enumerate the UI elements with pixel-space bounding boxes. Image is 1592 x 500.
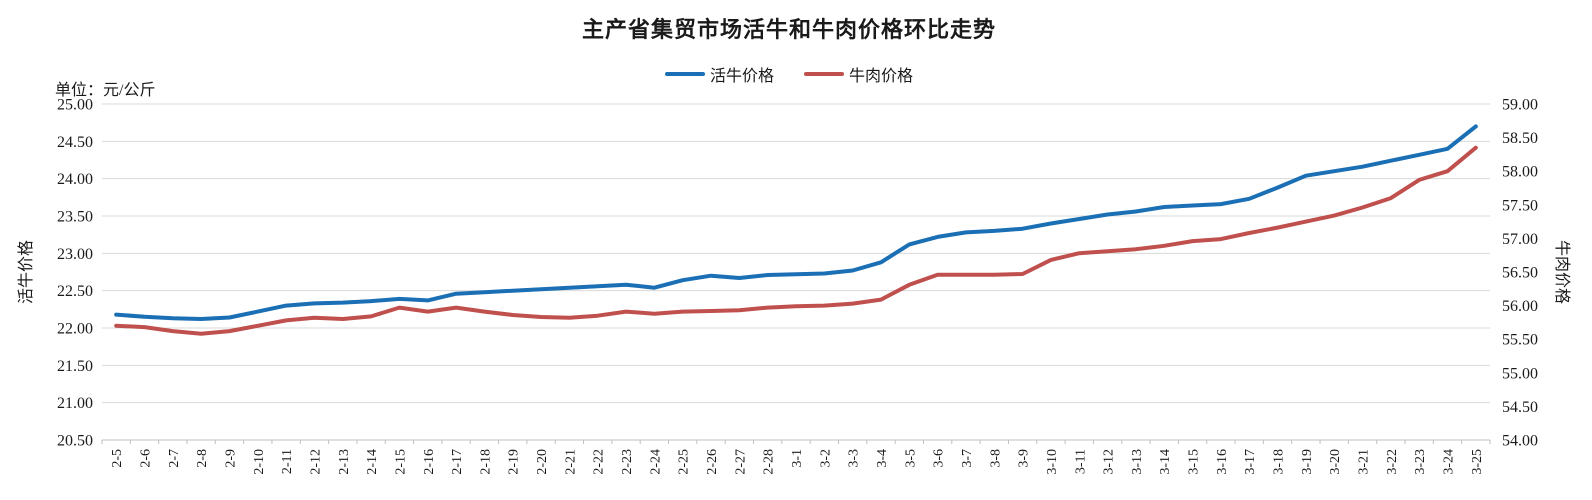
x-axis-category-label: 2-17 [450, 449, 465, 475]
left-axis-tick-label: 22.00 [57, 321, 93, 338]
right-axis-tick-label: 54.00 [1502, 433, 1538, 450]
right-axis-tick-label: 56.00 [1502, 298, 1538, 315]
x-axis-category-label: 3-9 [1017, 449, 1032, 468]
x-axis-category-label: 2-19 [507, 449, 522, 475]
legend-item-beef: 牛肉价格 [804, 62, 913, 86]
x-axis-category-label: 3-10 [1045, 449, 1060, 475]
right-axis-tick-label: 57.50 [1502, 197, 1538, 214]
right-axis-tick-label: 55.50 [1502, 332, 1538, 349]
x-axis-category-label: 3-25 [1470, 449, 1485, 475]
x-axis-category-label: 3-14 [1158, 449, 1173, 475]
legend-item-live-cattle: 活牛价格 [664, 62, 774, 86]
left-axis-title: 活牛价格 [17, 240, 35, 304]
left-axis-tick-label: 21.50 [57, 358, 93, 375]
left-axis-tick-label: 25.00 [57, 97, 93, 114]
x-axis-category-label: 3-7 [960, 449, 975, 468]
x-axis-category-label: 2-27 [733, 449, 748, 475]
chart-legend: 活牛价格 牛肉价格 [0, 62, 1578, 86]
x-axis-category-label: 3-3 [847, 449, 862, 468]
x-axis-category-label: 2-12 [308, 449, 323, 475]
x-axis-category-label: 3-2 [818, 449, 833, 468]
right-axis-tick-label: 55.00 [1502, 365, 1538, 382]
series-line-beef [114, 145, 1478, 336]
legend-label-beef: 牛肉价格 [849, 68, 914, 85]
x-axis-category-label: 3-19 [1300, 449, 1315, 475]
x-axis-category-label: 2-28 [762, 449, 777, 475]
left-axis-tick-label: 20.50 [57, 433, 93, 450]
legend-line-red-icon [804, 72, 844, 76]
chart-title: 主产省集贸市场活牛和牛肉价格环比走势 [581, 17, 996, 42]
x-axis-category-label: 2-15 [393, 449, 408, 475]
x-axis-category-label: 2-26 [705, 449, 720, 475]
x-axis-category-label: 2-8 [195, 449, 210, 468]
right-axis-tick-label: 58.50 [1502, 130, 1538, 147]
x-axis-category-label: 3-16 [1215, 449, 1230, 475]
series-line-live-cattle [114, 124, 1478, 321]
right-axis-tick-label: 58.00 [1502, 164, 1538, 181]
x-axis-category-label: 2-16 [422, 449, 437, 475]
x-axis-category-label: 2-6 [138, 449, 153, 468]
right-axis-tick-label: 59.00 [1502, 97, 1538, 114]
x-axis-category-label: 3-6 [932, 449, 947, 468]
x-axis-category-label: 2-14 [365, 449, 380, 475]
unit-label: 单位：元/公斤 [55, 82, 156, 99]
x-axis-category-label: 2-13 [337, 449, 352, 475]
left-axis-tick-label: 21.00 [57, 395, 93, 412]
x-axis-category-label: 2-18 [478, 449, 493, 475]
x-axis-category-label: 3-15 [1187, 449, 1202, 475]
x-axis-category-label: 2-11 [280, 449, 295, 474]
x-axis-category-label: 3-8 [988, 449, 1003, 468]
legend-label-live-cattle: 活牛价格 [709, 68, 774, 85]
x-axis-category-label: 3-23 [1413, 449, 1428, 475]
x-axis-category-label: 3-18 [1272, 449, 1287, 475]
x-axis-category-label: 2-9 [223, 449, 238, 468]
x-axis-category-label: 3-20 [1328, 449, 1343, 475]
x-axis-category-label: 2-20 [535, 449, 550, 475]
right-axis-tick-label: 54.50 [1502, 399, 1538, 416]
left-axis-tick-label: 22.50 [57, 283, 93, 300]
right-axis-title: 牛肉价格 [1553, 240, 1571, 304]
x-axis-category-label: 2-22 [592, 449, 607, 475]
x-axis-category-label: 3-22 [1385, 449, 1400, 475]
left-axis-tick-label: 24.00 [57, 171, 93, 188]
x-axis-category-label: 2-7 [167, 449, 182, 468]
x-axis-category-label: 2-5 [110, 449, 125, 468]
x-axis-category-label: 3-5 [903, 449, 918, 468]
x-axis-category-label: 3-13 [1130, 449, 1145, 475]
x-axis-category-label: 2-21 [563, 449, 578, 475]
left-axis-tick-label: 24.50 [57, 134, 93, 151]
x-axis-category-label: 3-12 [1102, 449, 1117, 475]
x-axis-category-label: 2-25 [677, 449, 692, 475]
right-axis-tick-label: 57.00 [1502, 231, 1538, 248]
right-axis-tick-label: 56.50 [1502, 265, 1538, 282]
x-axis-category-label: 3-17 [1243, 449, 1258, 475]
x-axis-category-label: 2-23 [620, 449, 635, 475]
left-axis-tick-label: 23.50 [57, 209, 93, 226]
x-axis-category-label: 2-10 [252, 449, 267, 475]
x-axis-category-label: 3-1 [790, 449, 805, 468]
x-axis-category-label: 3-4 [875, 449, 890, 468]
x-axis-category-label: 2-24 [648, 449, 663, 475]
x-axis-category-label: 3-11 [1073, 449, 1088, 474]
left-axis-tick-label: 23.00 [57, 246, 93, 263]
x-axis-category-label: 3-21 [1357, 449, 1372, 475]
x-axis-category-label: 3-24 [1442, 449, 1457, 475]
legend-line-blue-icon [664, 72, 705, 76]
